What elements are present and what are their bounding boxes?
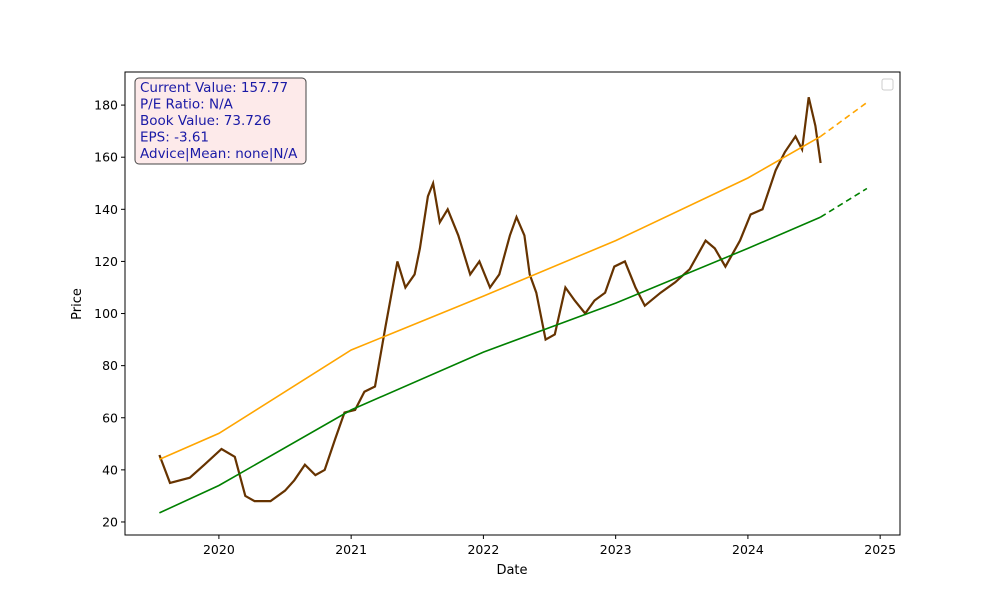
- y-tick-label: 140: [94, 202, 118, 217]
- y-tick-label: 180: [94, 98, 118, 113]
- x-tick-label: 2024: [732, 542, 764, 557]
- series-line-3: [159, 216, 821, 514]
- x-tick-label: 2021: [335, 542, 367, 557]
- y-tick-label: 20: [102, 514, 118, 529]
- y-tick-label: 160: [94, 150, 118, 165]
- info-line: Advice|Mean: none|N/A: [140, 146, 298, 162]
- series-line-0: [158, 97, 822, 503]
- y-tick-label: 120: [94, 254, 118, 269]
- info-line: P/E Ratio: N/A: [140, 97, 234, 113]
- legend-box: [881, 78, 894, 91]
- info-line: Book Value: 73.726: [140, 113, 271, 129]
- x-tick-label: 2022: [467, 542, 499, 557]
- x-tick-label: 2020: [203, 542, 235, 557]
- info-box: [134, 77, 307, 165]
- y-tick-label: 100: [94, 306, 118, 321]
- x-tick-label: 2023: [600, 542, 632, 557]
- y-tick-label: 40: [102, 462, 118, 477]
- x-axis-label: Date: [496, 563, 527, 578]
- y-tick-label: 60: [102, 410, 118, 425]
- info-line: EPS: -3.61: [140, 130, 209, 146]
- series-line-4: [820, 187, 868, 218]
- y-tick-label: 80: [102, 358, 118, 373]
- info-line: Current Value: 157.77: [140, 80, 288, 96]
- series-line-1: [159, 135, 821, 461]
- x-tick-label: 2025: [864, 542, 896, 557]
- y-axis-label: Price: [70, 288, 85, 320]
